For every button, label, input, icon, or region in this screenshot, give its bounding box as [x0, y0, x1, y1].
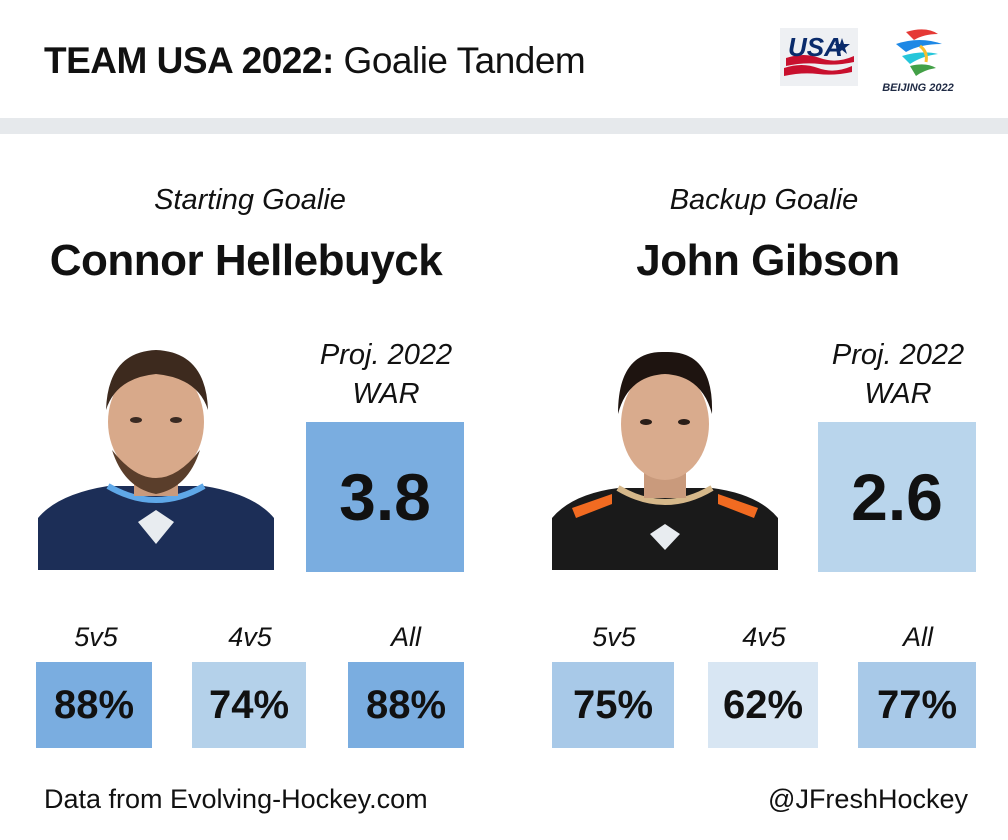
goalie-2-war-value: 2.6 — [818, 422, 976, 572]
goalie-2-name: John Gibson — [636, 236, 900, 285]
goalie-2-pct-all: 77% — [858, 662, 976, 748]
author-handle: @JFreshHockey — [768, 784, 968, 814]
beijing-logo-text: BEIJING 2022 — [882, 82, 954, 94]
header: TEAM USA 2022: Goalie Tandem USA BEIJING… — [0, 0, 1008, 118]
page-title: TEAM USA 2022: Goalie Tandem — [44, 40, 586, 82]
data-source-credit: Data from Evolving-Hockey.com — [44, 784, 428, 814]
goalie-1-war-value: 3.8 — [306, 422, 464, 572]
goalie-1-war-label: Proj. 2022 WAR — [286, 336, 486, 414]
goalie-1-role: Starting Goalie — [154, 184, 346, 216]
header-divider — [0, 118, 1008, 134]
goalie-2-war-label: Proj. 2022 WAR — [798, 336, 998, 414]
goalie-1-photo — [38, 338, 274, 570]
goalie-1-war-label-line2: WAR — [352, 378, 420, 410]
goalie-2-split-label-all: All — [902, 622, 933, 652]
goalie-2-split-label-4v5: 4v5 — [742, 622, 786, 652]
goalie-2-pct-5v5: 75% — [552, 662, 674, 748]
goalie-1-split-label-4v5: 4v5 — [228, 622, 272, 652]
goalie-1-pct-all: 88% — [348, 662, 464, 748]
goalie-2-split-label-5v5: 5v5 — [592, 622, 636, 652]
goalie-1-pct-4v5: 74% — [192, 662, 306, 748]
goalie-1-split-label-all: All — [390, 622, 421, 652]
goalie-1-pct-5v5: 88% — [36, 662, 152, 748]
svg-text:USA: USA — [788, 32, 843, 62]
title-bold: TEAM USA 2022: — [44, 40, 334, 81]
goalie-1-name: Connor Hellebuyck — [49, 236, 443, 285]
goalie-2-photo — [552, 338, 778, 570]
goalie-2-war-label-line2: WAR — [864, 378, 932, 410]
beijing-2022-logo: BEIJING 2022 — [876, 24, 960, 98]
goalie-1-split-label-5v5: 5v5 — [74, 622, 118, 652]
goalie-2-role: Backup Goalie — [669, 184, 859, 216]
goalie-2-pct-4v5: 62% — [708, 662, 818, 748]
usa-hockey-logo: USA — [780, 28, 858, 86]
title-subtitle: Goalie Tandem — [343, 40, 586, 81]
goalie-2-war-label-line1: Proj. 2022 — [831, 339, 965, 371]
goalie-1-war-label-line1: Proj. 2022 — [319, 339, 453, 371]
